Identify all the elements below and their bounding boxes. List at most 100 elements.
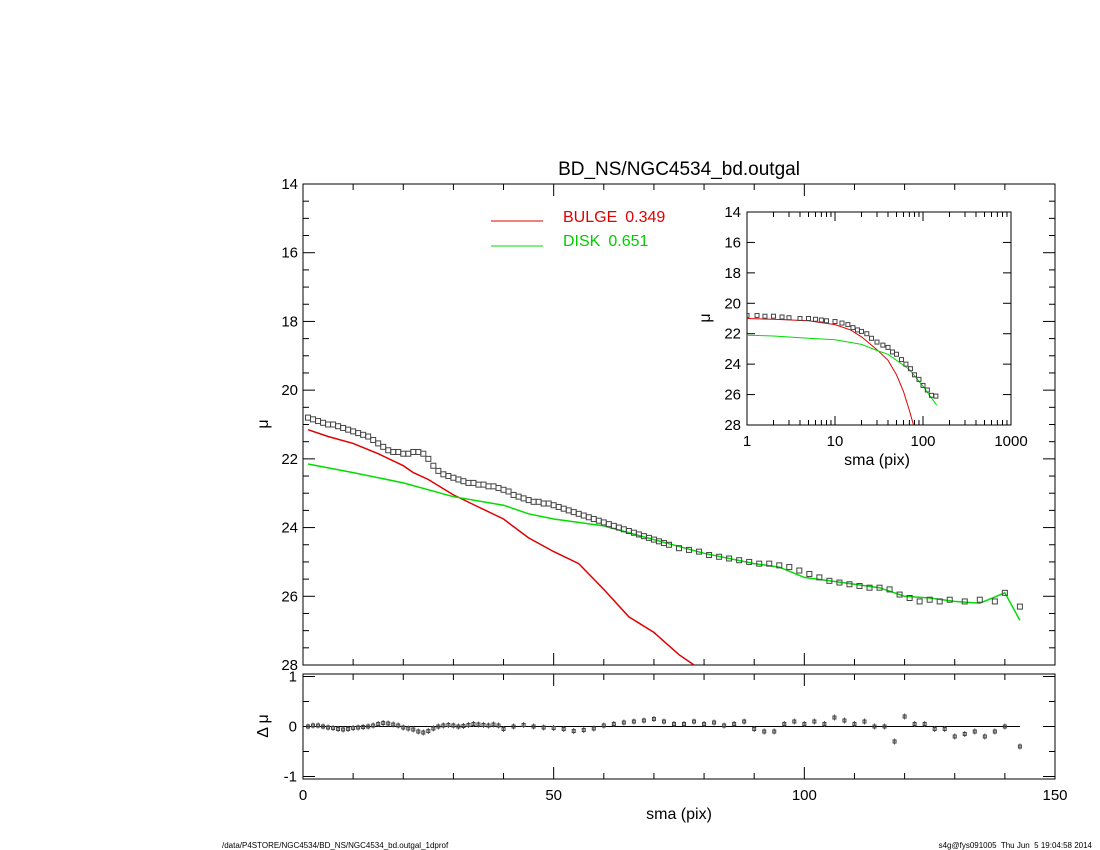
main-series <box>305 414 1023 665</box>
residual-point <box>842 717 847 724</box>
data-point <box>836 579 843 586</box>
inset-data-point <box>916 376 922 382</box>
residual-point <box>832 714 837 721</box>
residual-point <box>406 725 411 732</box>
residual-point <box>321 723 326 730</box>
residual-point <box>772 728 777 735</box>
data-point <box>946 596 953 603</box>
residual-point <box>661 718 666 725</box>
inset-data-point <box>907 366 913 372</box>
residual-point <box>952 733 957 740</box>
inset-data-point <box>747 312 750 318</box>
data-point <box>410 448 417 455</box>
x-tick-label: 100 <box>792 787 817 804</box>
data-point <box>530 498 537 505</box>
data-point <box>505 488 512 495</box>
data-point <box>500 486 507 493</box>
data-point <box>400 450 407 457</box>
y-tick-label: 22 <box>281 451 298 468</box>
inset-data-point <box>812 316 818 322</box>
residual-point <box>822 721 827 727</box>
data-point <box>1001 589 1008 596</box>
data-point <box>315 418 322 425</box>
data-point <box>335 423 342 430</box>
data-point <box>405 450 412 457</box>
data-point <box>350 428 357 435</box>
data-point <box>330 421 337 428</box>
data-point <box>340 424 347 431</box>
data-point <box>796 567 803 574</box>
residual-point <box>411 726 416 733</box>
data-point <box>390 448 397 455</box>
data-point <box>886 586 893 593</box>
residual-point <box>481 722 486 728</box>
data-point <box>846 581 853 588</box>
residual-point <box>511 723 516 730</box>
data-point <box>976 596 983 603</box>
data-point <box>480 481 487 488</box>
data-point <box>365 433 372 440</box>
residual-point <box>982 733 987 740</box>
inset-x-tick-label: 1000 <box>994 433 1027 450</box>
data-point <box>395 448 402 455</box>
inset-y-axis-label: μ <box>697 313 714 322</box>
residual-point <box>371 722 376 729</box>
residual-point <box>446 722 451 728</box>
data-point <box>676 545 682 552</box>
residual-point <box>366 723 371 730</box>
y-tick-label: 16 <box>281 245 298 262</box>
data-point <box>866 584 873 591</box>
data-point <box>570 509 577 516</box>
data-point <box>490 483 497 490</box>
residual-point <box>671 721 676 727</box>
inset-y-tick-label: 28 <box>724 417 741 434</box>
residual-point <box>311 722 316 729</box>
residual-point <box>581 727 586 733</box>
data-point <box>415 448 422 455</box>
data-point <box>736 557 743 564</box>
data-point <box>665 541 672 548</box>
data-point <box>856 582 863 589</box>
data-point <box>525 497 532 504</box>
residual-point <box>722 722 727 729</box>
residual-point <box>396 722 401 729</box>
inset-y-tick-label: 26 <box>724 387 741 404</box>
inset-series <box>747 312 939 425</box>
inset-y-tick-label: 22 <box>724 326 741 343</box>
x-tick-label: 50 <box>545 787 562 804</box>
inset-y-tick-label: 18 <box>724 265 741 282</box>
residual-point <box>501 726 506 732</box>
data-point <box>545 500 552 507</box>
inset-data-point <box>762 313 768 319</box>
data-point <box>906 595 913 602</box>
inset-data-point <box>845 322 851 328</box>
data-point <box>495 485 502 492</box>
residual-point <box>1002 723 1007 730</box>
residual-point <box>692 718 697 725</box>
residual-point <box>682 721 687 727</box>
data-point <box>550 502 557 509</box>
data-point <box>310 416 317 423</box>
residual-point <box>336 726 341 732</box>
residual-point <box>426 728 431 734</box>
data-point <box>806 570 813 577</box>
data-point <box>961 598 968 605</box>
residual-point <box>651 716 656 722</box>
residual-y-tick-label: -1 <box>284 769 297 786</box>
data-point <box>435 467 442 474</box>
inset-data-point <box>818 317 824 323</box>
residual-point <box>551 725 556 731</box>
residual-point <box>912 721 917 727</box>
residual-series <box>306 713 1022 750</box>
x-tick-label: 0 <box>299 787 307 804</box>
data-point <box>936 598 943 605</box>
data-point <box>600 519 607 526</box>
residual-point <box>466 722 471 728</box>
data-point <box>786 564 793 571</box>
inset-y-tick-label: 24 <box>724 356 741 373</box>
inset-data-point <box>858 328 864 334</box>
residual-point <box>541 724 546 731</box>
data-point <box>706 552 713 559</box>
data-point <box>726 555 733 562</box>
